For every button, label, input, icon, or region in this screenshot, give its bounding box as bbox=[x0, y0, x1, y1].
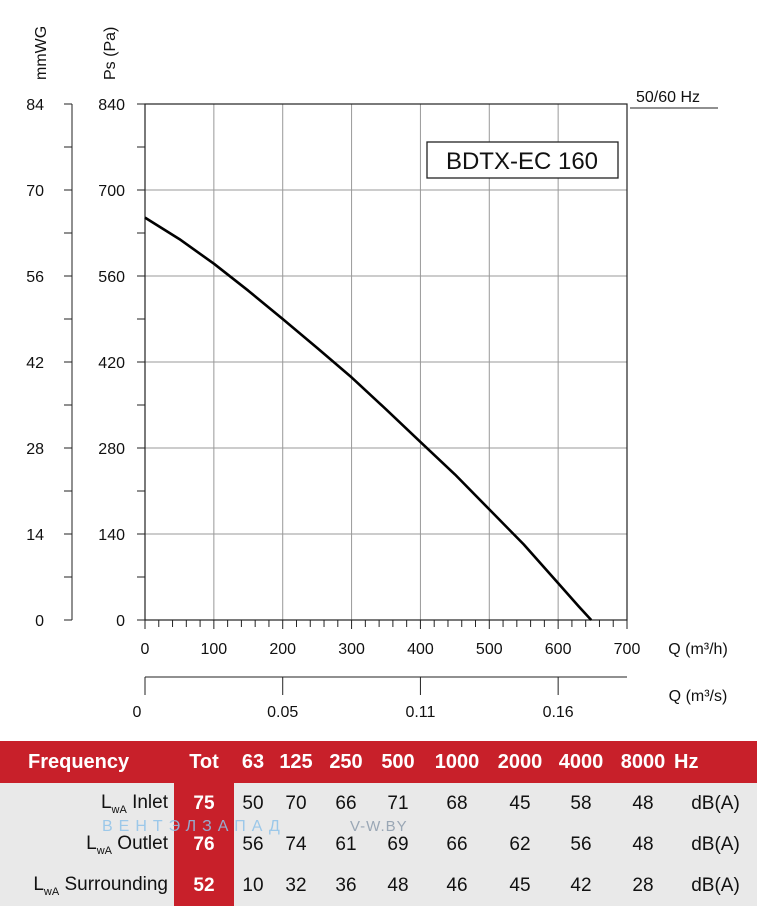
band-value: 46 bbox=[424, 865, 490, 906]
x-tick-label: 200 bbox=[269, 641, 296, 658]
band-value: 66 bbox=[320, 783, 372, 824]
watermark: ВЕНТЭЛЗАПАД bbox=[102, 818, 286, 835]
band-header: 2000 bbox=[490, 741, 550, 783]
x2-tick-label: 0.16 bbox=[543, 704, 574, 721]
band-value: 74 bbox=[272, 824, 320, 865]
frequency-label: 50/60 Hz bbox=[636, 89, 700, 106]
unit-value: dB(A) bbox=[674, 783, 757, 824]
band-header: 125 bbox=[272, 741, 320, 783]
band-value: 68 bbox=[424, 783, 490, 824]
band-value: 36 bbox=[320, 865, 372, 906]
tot-header: Tot bbox=[174, 741, 234, 783]
band-value: 48 bbox=[612, 824, 674, 865]
pa-tick-label: 840 bbox=[98, 97, 125, 114]
mmwg-tick-label: 42 bbox=[26, 355, 44, 372]
watermark-site: V-W.BY bbox=[350, 818, 408, 835]
x-tick-label: 500 bbox=[476, 641, 503, 658]
band-value: 10 bbox=[234, 865, 272, 906]
row-name: Surrounding bbox=[64, 873, 168, 895]
band-value: 45 bbox=[490, 865, 550, 906]
pa-tick-label: 280 bbox=[98, 441, 125, 458]
band-value: 50 bbox=[234, 783, 272, 824]
band-header: 1000 bbox=[424, 741, 490, 783]
unit-value: dB(A) bbox=[674, 865, 757, 906]
band-value: 32 bbox=[272, 865, 320, 906]
lw-subscript: wA bbox=[43, 885, 60, 898]
band-header: 8000 bbox=[612, 741, 674, 783]
row-label: LwA Inlet bbox=[0, 783, 174, 824]
x-tick-label: 0 bbox=[141, 641, 150, 658]
pa-tick-label: 0 bbox=[116, 613, 125, 630]
band-value: 48 bbox=[372, 865, 424, 906]
band-header: 63 bbox=[234, 741, 272, 783]
band-value: 61 bbox=[320, 824, 372, 865]
band-value: 56 bbox=[550, 824, 612, 865]
mmwg-tick-label: 70 bbox=[26, 183, 44, 200]
band-value: 69 bbox=[372, 824, 424, 865]
band-value: 70 bbox=[272, 783, 320, 824]
x-tick-label: 600 bbox=[545, 641, 572, 658]
table-row: LwA Surrounding 52 10 32 36 48 46 45 42 … bbox=[0, 865, 757, 906]
frequency-header: Frequency bbox=[0, 741, 174, 783]
row-label: LwA Outlet bbox=[0, 824, 174, 865]
unit-value: dB(A) bbox=[674, 824, 757, 865]
band-header: 250 bbox=[320, 741, 372, 783]
x-tick-label: 300 bbox=[338, 641, 365, 658]
x2-tick-label: 0.05 bbox=[267, 704, 298, 721]
tot-value: 76 bbox=[174, 824, 234, 865]
mmwg-tick-label: 84 bbox=[26, 97, 44, 114]
mmwg-tick-label: 14 bbox=[26, 527, 44, 544]
band-value: 42 bbox=[550, 865, 612, 906]
y-axis-label-pa: Ps (Pa) bbox=[102, 27, 119, 80]
mmwg-tick-label: 0 bbox=[35, 613, 44, 630]
band-value: 66 bbox=[424, 824, 490, 865]
band-header: 500 bbox=[372, 741, 424, 783]
x2-axis-label: Q (m³/s) bbox=[669, 688, 728, 705]
x2-tick-label: 0.11 bbox=[405, 704, 435, 721]
band-value: 56 bbox=[234, 824, 272, 865]
band-value: 45 bbox=[490, 783, 550, 824]
x-axis-label: Q (m³/h) bbox=[668, 641, 728, 658]
tot-value: 52 bbox=[174, 865, 234, 906]
model-box bbox=[426, 141, 619, 179]
band-value: 62 bbox=[490, 824, 550, 865]
pa-tick-label: 140 bbox=[98, 527, 125, 544]
mmwg-tick-label: 28 bbox=[26, 441, 44, 458]
row-label: LwA Surrounding bbox=[0, 865, 174, 906]
band-value: 28 bbox=[612, 865, 674, 906]
row-name: Outlet bbox=[117, 832, 168, 854]
tot-value: 75 bbox=[174, 783, 234, 824]
lw-symbol: L bbox=[33, 873, 44, 895]
pa-tick-label: 420 bbox=[98, 355, 125, 372]
y-axis-label-mmwg: mmWG bbox=[33, 26, 50, 80]
lw-subscript: wA bbox=[96, 844, 113, 857]
model-label: BDTX-EC 160 bbox=[446, 148, 598, 175]
band-header: 4000 bbox=[550, 741, 612, 783]
pa-tick-label: 560 bbox=[98, 269, 125, 286]
lw-symbol: L bbox=[100, 791, 112, 813]
lw-subscript: wA bbox=[111, 803, 127, 816]
table-row: LwA Outlet 76 56 74 61 69 66 62 56 48 dB… bbox=[0, 824, 757, 865]
table-header-row: Frequency Tot 63 125 250 500 1000 2000 4… bbox=[0, 741, 757, 783]
table-row: LwA Inlet 75 50 70 66 71 68 45 58 48 dB(… bbox=[0, 783, 757, 824]
unit-header: Hz bbox=[674, 741, 757, 783]
x2-tick-label: 0 bbox=[133, 704, 142, 721]
band-value: 71 bbox=[372, 783, 424, 824]
fan-curve-line bbox=[144, 216, 593, 621]
x-tick-label: 100 bbox=[201, 641, 228, 658]
lw-symbol: L bbox=[86, 832, 97, 854]
band-value: 58 bbox=[550, 783, 612, 824]
mmwg-tick-label: 56 bbox=[26, 269, 44, 286]
pa-tick-label: 700 bbox=[98, 183, 125, 200]
band-value: 48 bbox=[612, 783, 674, 824]
sound-power-table: Frequency Tot 63 125 250 500 1000 2000 4… bbox=[0, 741, 757, 906]
x-tick-label: 400 bbox=[407, 641, 434, 658]
x-tick-label: 700 bbox=[614, 641, 641, 658]
row-name: Inlet bbox=[132, 791, 168, 813]
